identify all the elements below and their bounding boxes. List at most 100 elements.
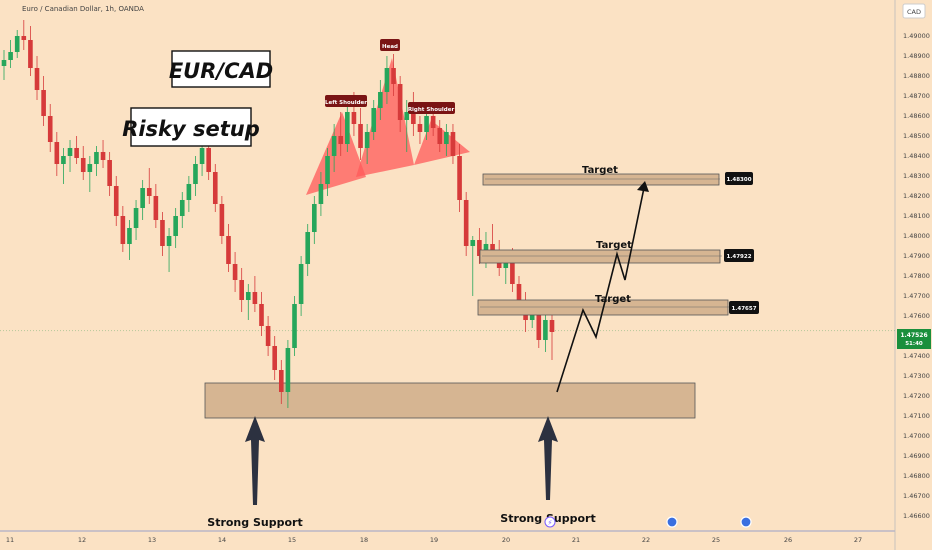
candle bbox=[397, 76, 403, 132]
candle bbox=[331, 124, 337, 172]
candle bbox=[113, 176, 119, 226]
candle-body bbox=[437, 128, 443, 144]
left-shoulder-label: Left Shoulder bbox=[325, 100, 367, 106]
target-zone-1[interactable] bbox=[482, 173, 720, 186]
candle bbox=[325, 148, 330, 196]
candle-body bbox=[470, 240, 476, 246]
candle-body bbox=[457, 156, 462, 200]
candle-body bbox=[239, 280, 244, 300]
candle-body bbox=[272, 346, 278, 370]
projection-arrowhead bbox=[637, 181, 649, 192]
time-tick-label: 12 bbox=[78, 536, 86, 544]
candle bbox=[219, 196, 225, 244]
candle-body bbox=[338, 136, 344, 144]
candle-body bbox=[127, 228, 132, 244]
candle bbox=[364, 124, 370, 164]
price-tick-label: 1.48200 bbox=[903, 192, 930, 200]
price-tick-label: 1.47600 bbox=[903, 312, 930, 320]
price-tick-label: 1.46700 bbox=[903, 492, 930, 500]
candle-body bbox=[113, 186, 119, 216]
price-tick-label: 1.48100 bbox=[903, 212, 930, 220]
candle-body bbox=[331, 136, 337, 156]
economic-event-icon-2[interactable] bbox=[740, 516, 752, 528]
candle-body bbox=[417, 124, 423, 132]
candle-body bbox=[186, 184, 192, 200]
candle-body bbox=[378, 92, 383, 108]
candle-body bbox=[245, 292, 251, 300]
candle bbox=[166, 228, 172, 272]
economic-event-icon-1[interactable] bbox=[666, 516, 678, 528]
pattern-head-triangle bbox=[356, 58, 414, 177]
candle bbox=[153, 184, 159, 228]
candle bbox=[285, 340, 291, 408]
lightning-icon: ⚡ bbox=[548, 519, 553, 527]
price-tick-label: 1.47900 bbox=[903, 252, 930, 260]
time-tick-label: 13 bbox=[148, 536, 156, 544]
price-tick-label: 1.48700 bbox=[903, 92, 930, 100]
candle bbox=[133, 200, 139, 240]
time-tick-label: 27 bbox=[854, 536, 862, 544]
candle bbox=[47, 104, 53, 152]
price-tick-label: 1.48300 bbox=[903, 172, 930, 180]
candle-body bbox=[94, 152, 99, 164]
time-tick-label: 25 bbox=[712, 536, 720, 544]
current-price-tag bbox=[897, 329, 931, 349]
candle bbox=[444, 124, 449, 156]
target-zone-2[interactable] bbox=[479, 249, 721, 264]
candle bbox=[173, 208, 178, 248]
candle bbox=[378, 80, 383, 120]
target-label-3: Target bbox=[595, 294, 631, 305]
candle-body bbox=[516, 284, 522, 304]
candle-body bbox=[140, 188, 145, 208]
price-tick-label: 1.47200 bbox=[903, 392, 930, 400]
price-tick-label: 1.46600 bbox=[903, 512, 930, 520]
candle-body bbox=[450, 132, 456, 156]
candle-body bbox=[371, 108, 377, 132]
candle bbox=[278, 360, 284, 404]
candle bbox=[74, 136, 79, 164]
time-tick-label: 21 bbox=[572, 536, 580, 544]
currency-badge[interactable]: CAD bbox=[907, 8, 921, 16]
candle bbox=[543, 312, 548, 352]
candle bbox=[358, 108, 363, 160]
time-tick-label: 11 bbox=[6, 536, 14, 544]
candle-body bbox=[536, 308, 542, 340]
candle-body bbox=[107, 160, 112, 186]
candle-body bbox=[278, 370, 284, 392]
candle bbox=[463, 192, 469, 256]
candle-body bbox=[384, 68, 390, 92]
support-zone[interactable] bbox=[204, 382, 696, 419]
candle bbox=[338, 112, 344, 156]
price-tick-label: 1.49000 bbox=[903, 32, 930, 40]
lightning-event-icon[interactable] bbox=[544, 516, 556, 528]
candle bbox=[94, 146, 99, 176]
time-tick-label: 19 bbox=[430, 536, 438, 544]
target-price-badge-2 bbox=[724, 249, 754, 262]
candle bbox=[305, 224, 311, 276]
candle bbox=[437, 120, 443, 152]
candle-body bbox=[404, 112, 410, 120]
projection-path bbox=[556, 182, 646, 393]
candle bbox=[226, 224, 231, 272]
price-tick-label: 1.48600 bbox=[903, 112, 930, 120]
candle bbox=[179, 192, 185, 228]
candle-body bbox=[120, 216, 126, 244]
candle bbox=[384, 56, 390, 104]
candle bbox=[61, 148, 66, 184]
target-price-badge-1 bbox=[725, 172, 753, 185]
candle-body bbox=[265, 326, 271, 346]
candle-body bbox=[232, 264, 238, 280]
candle-body bbox=[463, 200, 469, 246]
candle-body bbox=[549, 320, 555, 332]
candle-body bbox=[305, 232, 311, 264]
candle bbox=[120, 206, 126, 252]
candle bbox=[146, 168, 152, 204]
currency-badge-box[interactable] bbox=[902, 3, 926, 19]
candle bbox=[318, 172, 324, 216]
candle-body bbox=[212, 172, 218, 204]
candle-body bbox=[166, 236, 172, 246]
candle-body bbox=[146, 188, 152, 196]
candle-body bbox=[444, 132, 449, 144]
candle-body bbox=[61, 156, 66, 164]
